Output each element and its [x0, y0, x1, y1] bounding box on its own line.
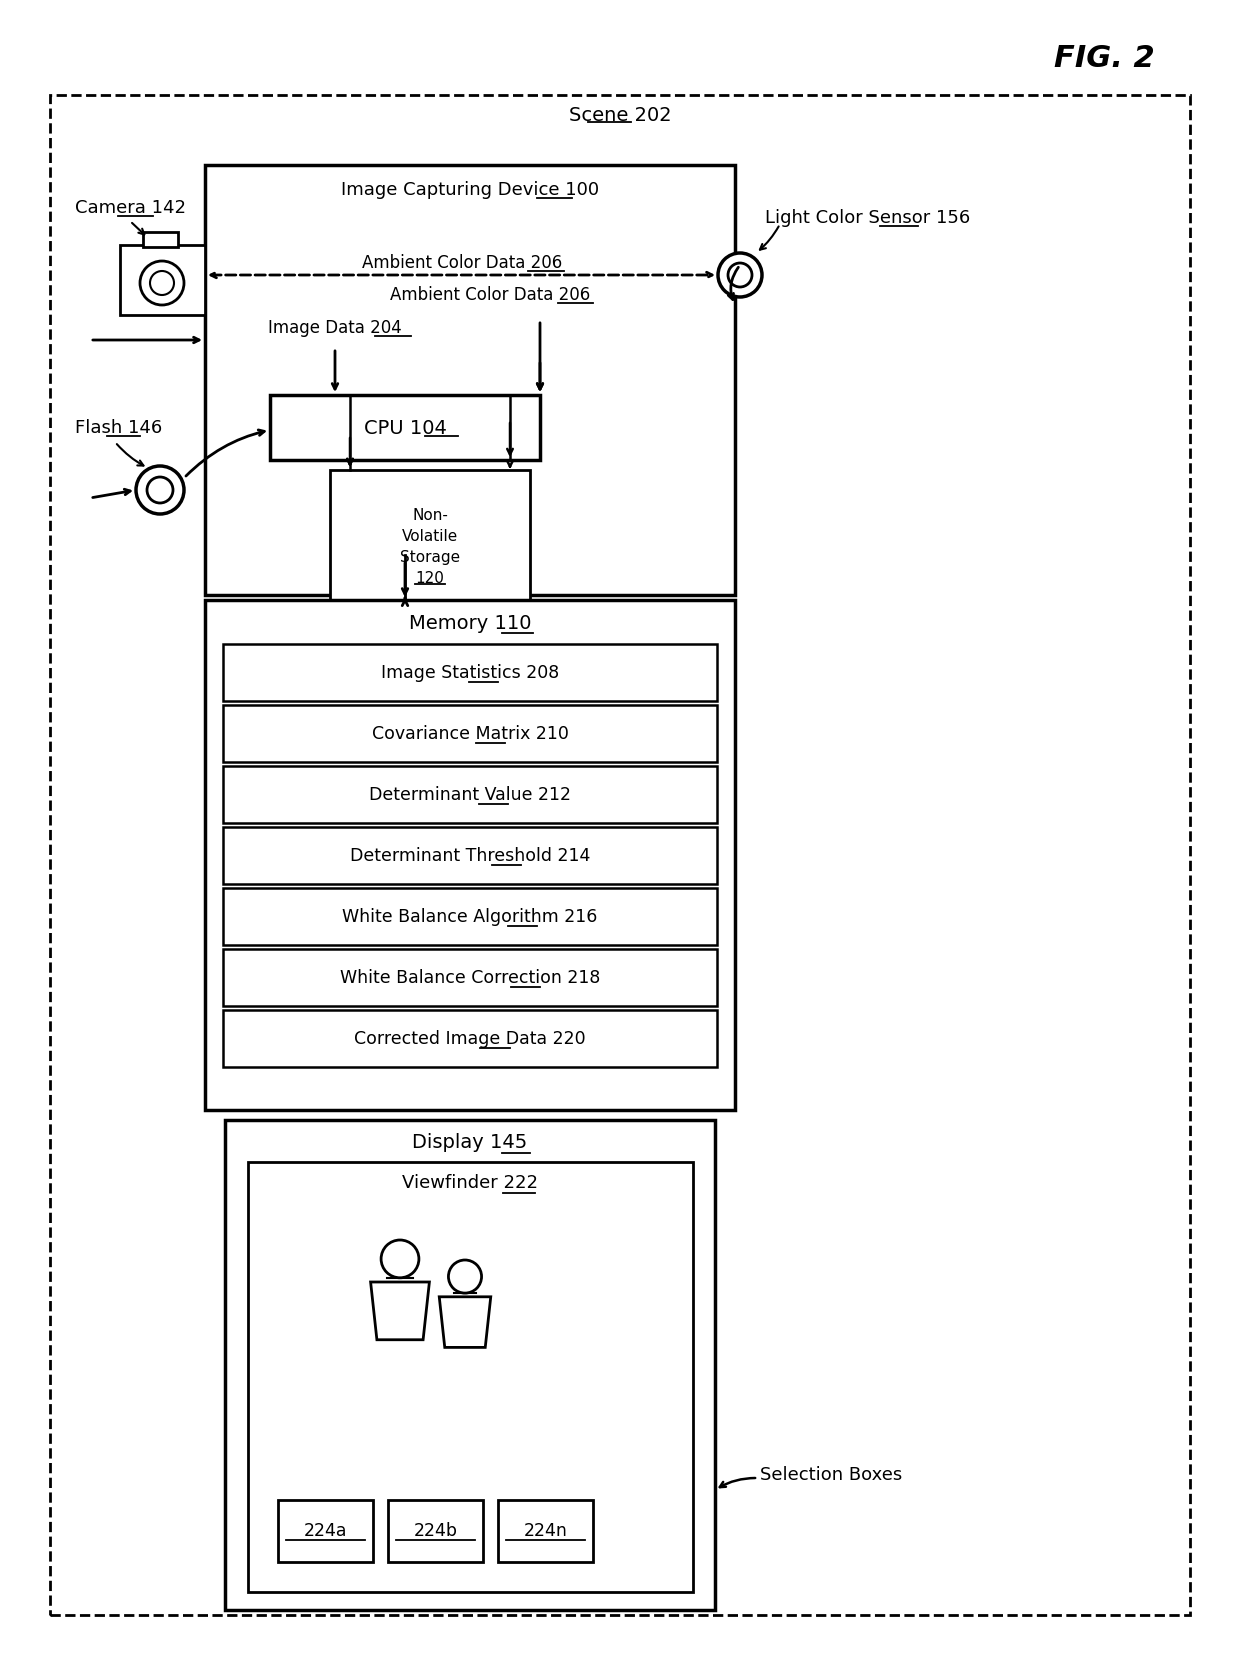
Text: Image Data 204: Image Data 204 [268, 318, 402, 337]
Circle shape [718, 253, 763, 297]
Text: Light Color Sensor 156: Light Color Sensor 156 [765, 208, 970, 227]
Text: 224a: 224a [304, 1522, 347, 1540]
FancyBboxPatch shape [270, 395, 539, 460]
Text: Display 145: Display 145 [413, 1134, 528, 1152]
Text: Flash 146: Flash 146 [74, 418, 162, 437]
Circle shape [150, 272, 174, 295]
Text: Non-
Volatile
Storage
120: Non- Volatile Storage 120 [401, 508, 460, 587]
Text: Camera 142: Camera 142 [74, 198, 186, 217]
FancyBboxPatch shape [224, 1120, 715, 1610]
Text: Determinant Value 212: Determinant Value 212 [370, 785, 570, 803]
FancyBboxPatch shape [330, 470, 529, 600]
FancyBboxPatch shape [498, 1500, 593, 1562]
Text: Scene 202: Scene 202 [569, 105, 671, 125]
FancyBboxPatch shape [278, 1500, 373, 1562]
Polygon shape [439, 1297, 491, 1347]
Text: White Balance Algorithm 216: White Balance Algorithm 216 [342, 907, 598, 925]
Text: Image Statistics 208: Image Statistics 208 [381, 663, 559, 682]
FancyBboxPatch shape [223, 949, 717, 1005]
Text: Viewfinder 222: Viewfinder 222 [402, 1174, 538, 1192]
FancyBboxPatch shape [223, 1010, 717, 1067]
FancyBboxPatch shape [223, 827, 717, 884]
Text: CPU 104: CPU 104 [363, 418, 446, 437]
Circle shape [136, 467, 184, 513]
Text: Ambient Color Data 206: Ambient Color Data 206 [362, 253, 562, 272]
Text: Determinant Threshold 214: Determinant Threshold 214 [350, 847, 590, 865]
FancyBboxPatch shape [388, 1500, 484, 1562]
FancyBboxPatch shape [223, 643, 717, 702]
Polygon shape [371, 1282, 429, 1340]
FancyBboxPatch shape [205, 165, 735, 595]
Text: 224b: 224b [413, 1522, 458, 1540]
FancyBboxPatch shape [223, 889, 717, 945]
Text: Image Capturing Device 100: Image Capturing Device 100 [341, 182, 599, 198]
Text: Ambient Color Data 206: Ambient Color Data 206 [389, 287, 590, 303]
FancyBboxPatch shape [248, 1162, 693, 1592]
Circle shape [148, 477, 174, 503]
FancyBboxPatch shape [50, 95, 1190, 1615]
FancyBboxPatch shape [120, 245, 205, 315]
FancyBboxPatch shape [205, 600, 735, 1110]
FancyBboxPatch shape [223, 705, 717, 762]
Circle shape [381, 1240, 419, 1279]
FancyBboxPatch shape [223, 767, 717, 823]
Text: FIG. 2: FIG. 2 [1054, 43, 1154, 72]
Text: Memory 110: Memory 110 [409, 613, 531, 632]
Text: 224n: 224n [523, 1522, 568, 1540]
Circle shape [140, 262, 184, 305]
Circle shape [728, 263, 751, 287]
Circle shape [449, 1260, 481, 1294]
Text: Corrected Image Data 220: Corrected Image Data 220 [355, 1030, 585, 1047]
FancyBboxPatch shape [143, 232, 179, 247]
Text: Selection Boxes: Selection Boxes [760, 1465, 903, 1484]
Text: Covariance Matrix 210: Covariance Matrix 210 [372, 725, 568, 742]
Text: White Balance Correction 218: White Balance Correction 218 [340, 969, 600, 987]
